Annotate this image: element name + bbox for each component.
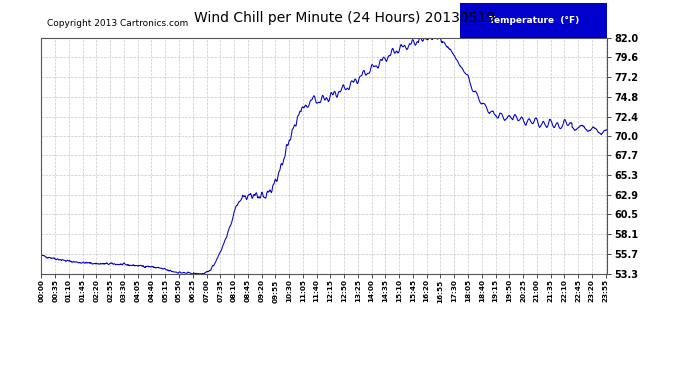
Text: Copyright 2013 Cartronics.com: Copyright 2013 Cartronics.com bbox=[47, 19, 188, 28]
Text: Wind Chill per Minute (24 Hours) 20130519: Wind Chill per Minute (24 Hours) 2013051… bbox=[195, 11, 495, 25]
Text: Temperature  (°F): Temperature (°F) bbox=[489, 15, 579, 25]
